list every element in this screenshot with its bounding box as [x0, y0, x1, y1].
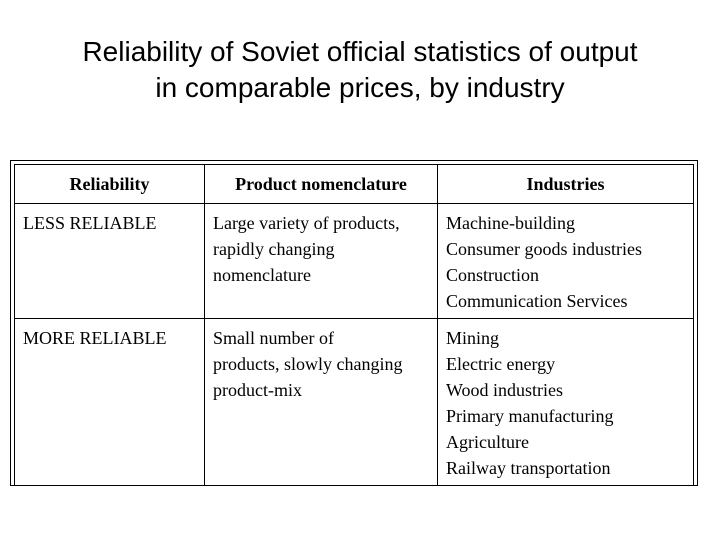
- table-frame: Reliability Product nomenclature Industr…: [10, 160, 698, 486]
- reliability-cell: MORE RELIABLE: [14, 318, 205, 486]
- industry-item: Railway transportation: [446, 458, 611, 478]
- nomenclature-line: Large variety of products,: [213, 213, 400, 233]
- industry-item: Primary manufacturing: [446, 406, 614, 426]
- title-line-2: in comparable prices, by industry: [155, 72, 565, 103]
- industry-item: Construction: [446, 265, 539, 285]
- industry-item: Wood industries: [446, 380, 564, 400]
- nomenclature-line: nomenclature: [213, 265, 311, 285]
- industry-item: Machine-building: [446, 213, 575, 233]
- reliability-cell: LESS RELIABLE: [14, 203, 205, 319]
- industry-item: Electric energy: [446, 354, 556, 374]
- industries-cell: Mining Electric energy Wood industries P…: [437, 318, 694, 486]
- industries-cell: Machine-building Consumer goods industri…: [437, 203, 694, 319]
- table-row: LESS RELIABLE Large variety of products,…: [14, 203, 694, 319]
- nomenclature-line: rapidly changing: [213, 239, 335, 259]
- reliability-table: Reliability Product nomenclature Industr…: [14, 164, 694, 486]
- header-row: Reliability Product nomenclature Industr…: [14, 164, 694, 204]
- nomenclature-line: Small number of: [213, 328, 334, 348]
- industry-item: Mining: [446, 328, 500, 348]
- table-row: MORE RELIABLE Small number of products, …: [14, 318, 694, 486]
- nomenclature-cell: Small number of products, slowly changin…: [204, 318, 438, 486]
- nomenclature-line: products, slowly changing: [213, 354, 403, 374]
- header-reliability: Reliability: [14, 164, 205, 204]
- industry-item: Consumer goods industries: [446, 239, 642, 259]
- slide-title: Reliability of Soviet official statistic…: [0, 34, 720, 106]
- header-industries: Industries: [437, 164, 694, 204]
- header-product-nomenclature: Product nomenclature: [204, 164, 438, 204]
- title-line-1: Reliability of Soviet official statistic…: [82, 36, 638, 67]
- industry-item: Communication Services: [446, 291, 628, 311]
- nomenclature-cell: Large variety of products, rapidly chang…: [204, 203, 438, 319]
- nomenclature-line: product-mix: [213, 380, 302, 400]
- industry-item: Agriculture: [446, 432, 529, 452]
